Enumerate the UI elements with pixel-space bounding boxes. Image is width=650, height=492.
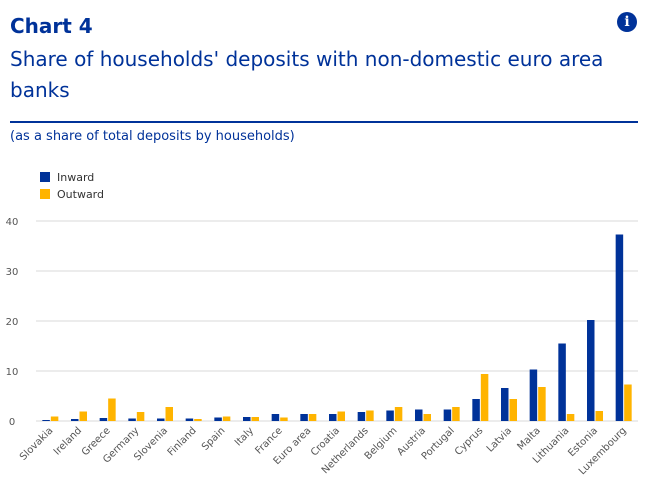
- bar-inward-latvia: [501, 388, 509, 421]
- bar-inward-greece: [99, 418, 108, 421]
- bar-outward-belgium: [394, 407, 403, 421]
- x-tick-label: Cyprus: [453, 425, 485, 457]
- bar-inward-italy: [243, 417, 251, 421]
- bar-outward-croatia: [337, 411, 345, 421]
- bar-inward-cyprus: [472, 399, 480, 421]
- bar-inward-slovenia: [157, 418, 165, 421]
- y-tick-label: 30: [6, 267, 19, 278]
- bar-inward-finland: [185, 418, 194, 421]
- chart-title: Share of households' deposits with non-d…: [10, 47, 604, 102]
- bar-outward-lithuania: [566, 414, 575, 421]
- x-tick-label: Finland: [166, 425, 199, 458]
- legend-label-outward: Outward: [57, 188, 104, 201]
- bar-outward-portugal: [452, 407, 460, 421]
- bar-outward-slovenia: [165, 407, 173, 421]
- bar-inward-ireland: [71, 419, 79, 421]
- bar-inward-belgium: [386, 410, 394, 421]
- bar-inward-estonia: [587, 320, 595, 421]
- chart-subtitle: (as a share of total deposits by househo…: [10, 129, 295, 144]
- bar-outward-italy: [251, 417, 259, 421]
- legend-swatch-inward: [40, 172, 50, 182]
- bar-outward-euro-area: [308, 414, 317, 421]
- bar-outward-luxembourg: [624, 384, 632, 421]
- x-tick-label: Spain: [200, 425, 228, 453]
- bar-inward-luxembourg: [615, 234, 624, 421]
- chart-number: Chart 4: [10, 14, 93, 38]
- bar-outward-ireland: [79, 411, 87, 421]
- x-tick-label: Slovakia: [18, 425, 55, 462]
- x-tick-label: Malta: [515, 425, 542, 452]
- y-tick-label: 40: [6, 217, 19, 228]
- bar-inward-euro-area: [300, 414, 308, 421]
- legend-label-inward: Inward: [57, 171, 94, 184]
- bar-inward-malta: [529, 369, 538, 421]
- bar-outward-spain: [222, 416, 231, 421]
- x-tick-label: Ireland: [52, 425, 84, 457]
- x-tick-label: Latvia: [485, 425, 514, 454]
- y-tick-label: 10: [6, 367, 19, 378]
- bar-inward-austria: [415, 409, 423, 421]
- title-divider: [10, 121, 638, 123]
- info-icon[interactable]: i: [617, 12, 637, 32]
- legend-swatch-outward: [40, 189, 50, 199]
- y-tick-label: 0: [9, 417, 15, 428]
- x-tick-label: Italy: [233, 425, 256, 448]
- bar-inward-germany: [128, 418, 136, 421]
- bar-inward-portugal: [443, 409, 452, 421]
- bar-inward-france: [271, 414, 280, 421]
- bar-inward-spain: [214, 417, 222, 421]
- bar-inward-netherlands: [357, 412, 366, 421]
- y-tick-label: 20: [6, 317, 19, 328]
- bar-outward-finland: [194, 419, 202, 421]
- bar-outward-germany: [136, 412, 145, 421]
- legend: Inward Outward: [40, 171, 104, 201]
- bar-outward-estonia: [595, 411, 603, 421]
- bar-inward-croatia: [329, 414, 337, 421]
- bar-outward-latvia: [509, 399, 517, 421]
- bar-outward-greece: [108, 398, 116, 421]
- bar-outward-cyprus: [480, 374, 489, 421]
- bar-outward-france: [280, 417, 288, 421]
- bar-outward-slovakia: [50, 416, 59, 421]
- bar-inward-lithuania: [558, 343, 566, 421]
- bar-outward-malta: [538, 387, 546, 421]
- bar-outward-austria: [423, 414, 431, 421]
- bar-outward-netherlands: [366, 410, 374, 421]
- bar-inward-slovakia: [42, 420, 50, 421]
